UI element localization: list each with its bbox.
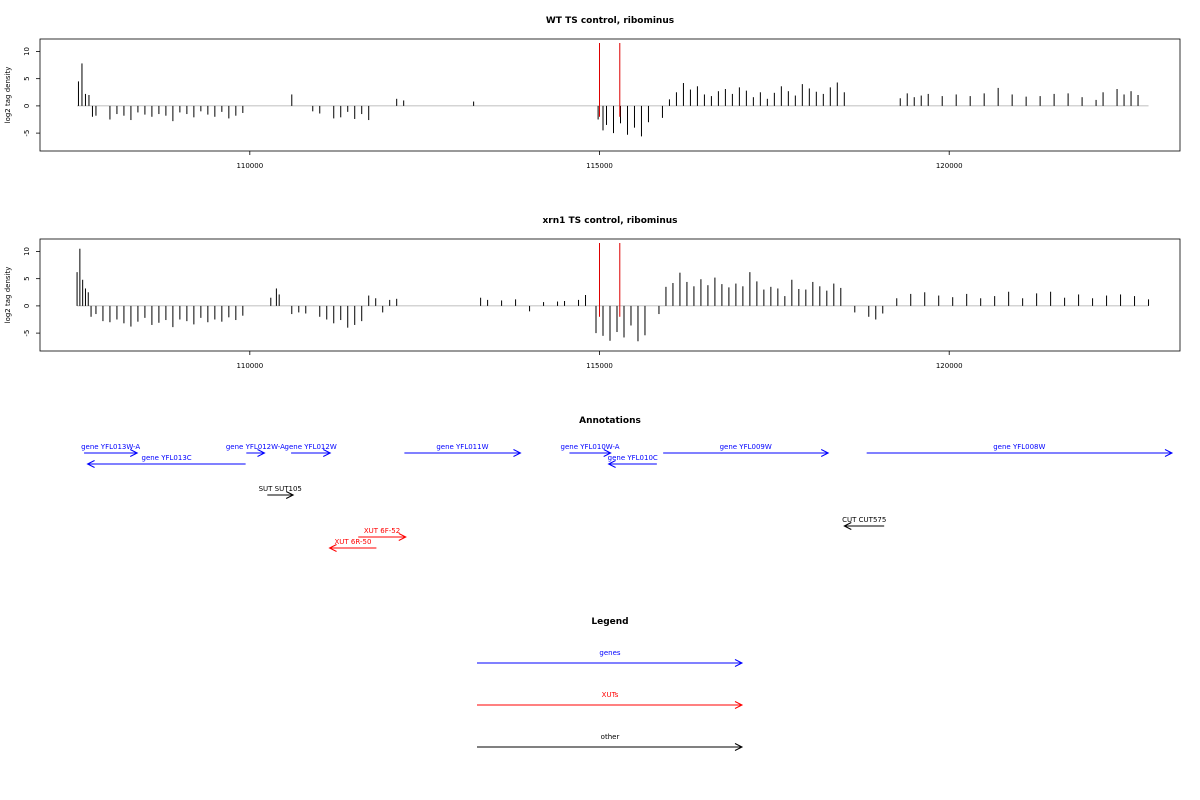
feature-arrow-head bbox=[328, 544, 337, 552]
feature-label: CUT CUT575 bbox=[842, 516, 886, 524]
legend-arrow-head bbox=[734, 743, 744, 751]
y-axis-label: log2 tag density bbox=[4, 267, 12, 324]
x-tick-label: 120000 bbox=[936, 362, 963, 370]
y-tick-label: 10 bbox=[23, 47, 31, 56]
feature-arrow-head bbox=[843, 522, 852, 530]
feature-label: SUT SUT105 bbox=[259, 485, 302, 493]
feature-arrow-head bbox=[86, 460, 95, 468]
y-tick-label: 10 bbox=[23, 247, 31, 256]
feature-label: gene YFL013C bbox=[142, 454, 192, 462]
feature-label: gene YFL013W-A bbox=[81, 443, 140, 451]
x-tick-label: 115000 bbox=[586, 362, 613, 370]
feature-label: XUT 6F-52 bbox=[364, 527, 400, 535]
x-tick-label: 110000 bbox=[236, 162, 263, 170]
feature-arrow-head bbox=[323, 449, 332, 457]
y-axis-label: log2 tag density bbox=[4, 67, 12, 124]
x-tick-label: 115000 bbox=[586, 162, 613, 170]
y-tick-label: 5 bbox=[23, 276, 31, 280]
feature-label: gene YFL008W bbox=[993, 443, 1045, 451]
feature-arrow-head bbox=[607, 460, 616, 468]
legend-label: XUTs bbox=[602, 691, 619, 699]
y-tick-label: 0 bbox=[23, 304, 31, 308]
feature-label: gene YFL010C bbox=[608, 454, 658, 462]
chart-1-panel: -5 0 5 10 log2 tag density 110000 115000 120000 bbox=[4, 38, 1181, 170]
annotations-title: Annotations bbox=[579, 416, 641, 426]
x-tick-label: 110000 bbox=[236, 362, 263, 370]
feature-label: gene YFL012W-A bbox=[226, 443, 285, 451]
feature-arrow-head bbox=[513, 449, 522, 457]
feature-arrow-head bbox=[129, 449, 139, 457]
y-tick-label: -5 bbox=[23, 130, 31, 137]
feature-arrow-head bbox=[257, 449, 266, 457]
legend-arrow-head bbox=[734, 659, 744, 667]
legend-title: Legend bbox=[591, 617, 628, 627]
feature-arrow-head bbox=[285, 491, 295, 499]
chart-2-panel: -5 0 5 10 log2 tag density 110000 115000 120000 bbox=[4, 238, 1181, 370]
feature-arrow-head bbox=[820, 449, 830, 457]
feature-label: XUT 6R-50 bbox=[335, 538, 372, 546]
legend-label: other bbox=[601, 733, 620, 741]
x-tick-label: 120000 bbox=[936, 162, 963, 170]
y-tick-label: 5 bbox=[23, 76, 31, 80]
feature-label: gene YFL012W bbox=[285, 443, 337, 451]
chart-2-title: xrn1 TS control, ribominus bbox=[542, 216, 677, 226]
feature-arrow-head bbox=[398, 533, 407, 541]
feature-arrow-head bbox=[1164, 449, 1174, 457]
plot-frame bbox=[39, 238, 1181, 352]
legend-label: genes bbox=[599, 649, 620, 657]
plot-frame bbox=[39, 38, 1181, 152]
legend: genes XUTs other bbox=[477, 649, 744, 751]
legend-arrow-head bbox=[734, 701, 744, 709]
feature-arrow-head bbox=[603, 449, 612, 457]
feature-label: gene YFL009W bbox=[720, 443, 772, 451]
feature-label: gene YFL010W-A bbox=[561, 443, 620, 451]
chart-1-title: WT TS control, ribominus bbox=[546, 16, 674, 26]
y-tick-label: -5 bbox=[23, 330, 31, 337]
y-tick-label: 0 bbox=[23, 104, 31, 108]
feature-label: gene YFL011W bbox=[436, 443, 488, 451]
